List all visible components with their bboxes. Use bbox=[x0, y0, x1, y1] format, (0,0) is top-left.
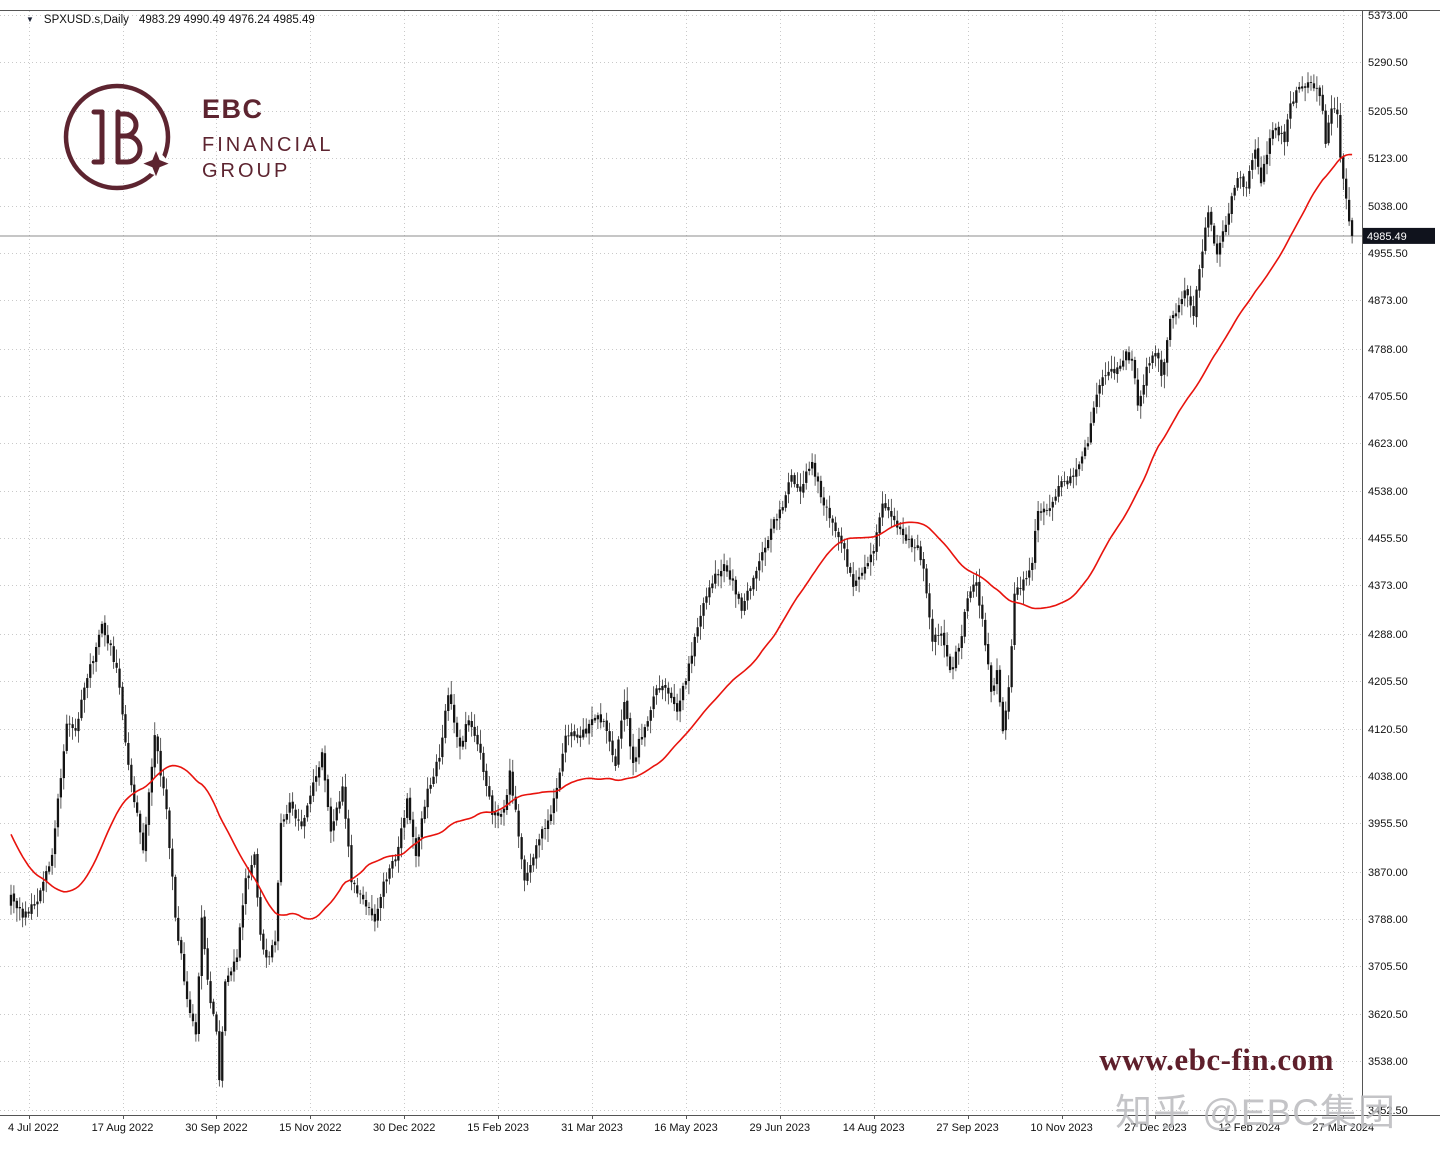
y-axis-label: 4873.00 bbox=[1368, 295, 1408, 307]
y-axis-label: 4705.50 bbox=[1368, 391, 1408, 403]
x-axis-label: 30 Sep 2022 bbox=[185, 1122, 247, 1134]
y-axis-label: 4623.00 bbox=[1368, 438, 1408, 450]
x-axis-label: 30 Dec 2022 bbox=[373, 1122, 435, 1134]
moving-average-line bbox=[10, 153, 1353, 920]
x-axis-label: 12 Feb 2024 bbox=[1219, 1122, 1281, 1134]
logo-word-financial: FINANCIAL bbox=[202, 133, 334, 156]
zhihu-watermark: 知乎 @EBC集团 bbox=[1115, 1092, 1396, 1133]
candle-wicks bbox=[10, 72, 1353, 1088]
y-axis-label: 3538.00 bbox=[1368, 1056, 1408, 1068]
ebc-logo: EBC FINANCIAL GROUP bbox=[60, 80, 333, 198]
x-axis-label: 15 Nov 2022 bbox=[279, 1122, 341, 1134]
x-axis-label: 15 Feb 2023 bbox=[467, 1122, 529, 1134]
symbol-timeframe-label: SPXUSD.s,Daily bbox=[43, 14, 129, 26]
y-axis-label: 3870.00 bbox=[1368, 867, 1408, 879]
logo-name: EBC bbox=[202, 93, 264, 124]
x-axis-label: 31 Mar 2023 bbox=[561, 1122, 623, 1134]
website-watermark: www.ebc-fin.com bbox=[1099, 1042, 1334, 1077]
x-axis-label: 14 Aug 2023 bbox=[843, 1122, 905, 1134]
y-axis-label: 5373.00 bbox=[1368, 10, 1408, 22]
sparkle-icon bbox=[143, 151, 169, 177]
y-axis-label: 5038.00 bbox=[1368, 201, 1408, 213]
chart-frame bbox=[0, 10, 1440, 1116]
y-axis-label: 3452.50 bbox=[1368, 1105, 1408, 1117]
y-axis-label: 4788.00 bbox=[1368, 344, 1408, 356]
y-axis-label: 4205.50 bbox=[1368, 676, 1408, 688]
y-axis-label: 4538.00 bbox=[1368, 486, 1408, 498]
x-axis-label: 17 Aug 2022 bbox=[92, 1122, 154, 1134]
gridlines bbox=[0, 11, 1362, 1111]
y-axis-label: 3788.00 bbox=[1368, 914, 1408, 926]
logo-word-group: GROUP bbox=[202, 160, 291, 182]
x-axis-label: 27 Mar 2024 bbox=[1312, 1122, 1374, 1134]
x-axis-label: 27 Dec 2023 bbox=[1124, 1122, 1186, 1134]
y-axis-label: 4955.50 bbox=[1368, 248, 1408, 260]
x-axis-labels: 4 Jul 2022 17 Aug 2022 30 Sep 2022 15 Nov 2… bbox=[8, 1115, 1374, 1134]
y-axis-labels: 5373.00 5290.50 5205.50 5123.00 5038.00 4955.… bbox=[1368, 10, 1408, 1117]
y-axis-label: 3620.50 bbox=[1368, 1009, 1408, 1021]
symbol-dropdown-icon[interactable]: ▼ bbox=[26, 15, 34, 24]
x-axis-label: 27 Sep 2023 bbox=[936, 1122, 998, 1134]
ebc-logo-icon bbox=[60, 80, 178, 198]
svg-text:4985.49: 4985.49 bbox=[1367, 231, 1407, 243]
y-axis-label: 5123.00 bbox=[1368, 153, 1408, 165]
y-axis-label: 5205.50 bbox=[1368, 106, 1408, 118]
y-axis-label: 3955.50 bbox=[1368, 818, 1408, 830]
ohlc-quote: 4983.29 4990.49 4976.24 4985.49 bbox=[138, 14, 315, 26]
y-axis-label: 4373.00 bbox=[1368, 580, 1408, 592]
y-axis-label: 3705.50 bbox=[1368, 961, 1408, 973]
x-axis-label: 4 Jul 2022 bbox=[8, 1122, 59, 1134]
y-axis-label: 5290.50 bbox=[1368, 57, 1408, 69]
y-axis-label: 4288.00 bbox=[1368, 629, 1408, 641]
current-price-badge: 4985.49 bbox=[1363, 227, 1435, 244]
x-axis-label: 16 May 2023 bbox=[654, 1122, 718, 1134]
x-axis-label: 10 Nov 2023 bbox=[1030, 1122, 1092, 1134]
candles bbox=[9, 82, 1354, 1081]
y-axis-label: 4038.00 bbox=[1368, 771, 1408, 783]
chart-title: ▼ SPXUSD.s,Daily 4983.29 4990.49 4976.24… bbox=[26, 14, 315, 26]
y-axis-label: 4455.50 bbox=[1368, 533, 1408, 545]
x-axis-label: 29 Jun 2023 bbox=[750, 1122, 811, 1134]
y-axis-label: 4120.50 bbox=[1368, 724, 1408, 736]
